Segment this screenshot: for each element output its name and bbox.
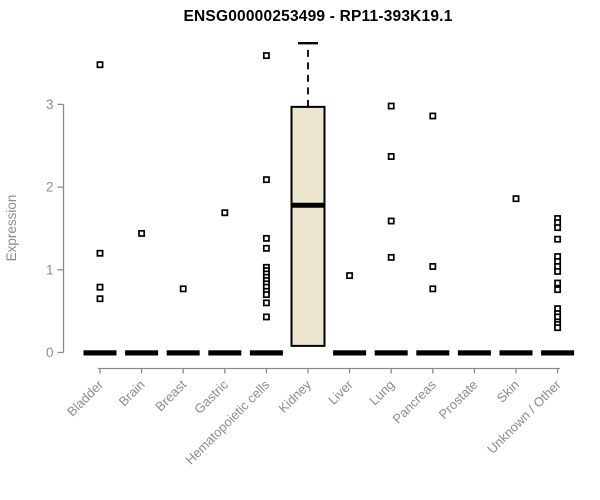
outlier-point (387, 102, 395, 110)
outlier-point (554, 268, 562, 275)
zero-expression-bar (416, 350, 450, 356)
outlier-point (221, 209, 229, 217)
zero-expression-bar (374, 350, 408, 356)
outlier-point (262, 291, 270, 299)
zero-expression-bar (541, 350, 575, 356)
outlier-point (346, 272, 354, 280)
interquartile-box (290, 105, 326, 347)
category-label: Liver (325, 377, 356, 408)
chart-title: ENSG00000253499 - RP11-393K19.1 (183, 8, 453, 25)
outlier-point (262, 176, 270, 184)
outlier-point (512, 195, 520, 203)
outlier-point (96, 283, 104, 291)
category-label: Kidney (275, 377, 314, 416)
outlier-point (262, 52, 270, 60)
outlier-point (179, 285, 187, 293)
outlier-point (262, 299, 270, 307)
outlier-point (96, 249, 104, 257)
category-label: Prostate (436, 377, 481, 422)
outlier-point (262, 244, 270, 252)
outlier-point (262, 313, 270, 321)
category-label: Pancreas (389, 377, 439, 427)
category-label: Gastric (191, 377, 231, 417)
outlier-point (138, 229, 146, 237)
category-label: Skin (494, 377, 522, 405)
zero-expression-bar (249, 350, 283, 356)
outlier-point (429, 263, 437, 270)
category-label: Bladder (64, 377, 107, 420)
outlier-point (429, 285, 437, 293)
y-tick-label: 0 (46, 345, 54, 360)
y-tick-label: 3 (46, 97, 54, 112)
zero-expression-bar (166, 350, 200, 356)
outlier-point (262, 234, 270, 242)
outlier-point (96, 295, 104, 303)
outlier-point (96, 61, 104, 69)
outlier-point (554, 324, 562, 332)
zero-expression-bar (499, 350, 533, 356)
outlier-point (387, 217, 395, 225)
category-label: Breast (152, 377, 189, 414)
outlier-point (554, 235, 562, 243)
zero-expression-bar (83, 350, 117, 356)
y-tick-label: 2 (46, 180, 54, 195)
outlier-point (554, 224, 562, 232)
outlier-point (554, 279, 562, 287)
outlier-point (387, 253, 395, 261)
category-label: Lung (366, 377, 397, 408)
y-tick-label: 1 (46, 262, 54, 277)
zero-expression-bar (125, 350, 159, 356)
category-label: Unknown / Other (484, 377, 564, 457)
zero-expression-bar (333, 350, 367, 356)
outlier-point (554, 286, 562, 294)
zero-expression-bar (208, 350, 242, 356)
category-label: Brain (116, 377, 148, 409)
outlier-point (429, 112, 437, 120)
zero-expression-bar (457, 350, 491, 356)
outlier-point (387, 153, 395, 160)
